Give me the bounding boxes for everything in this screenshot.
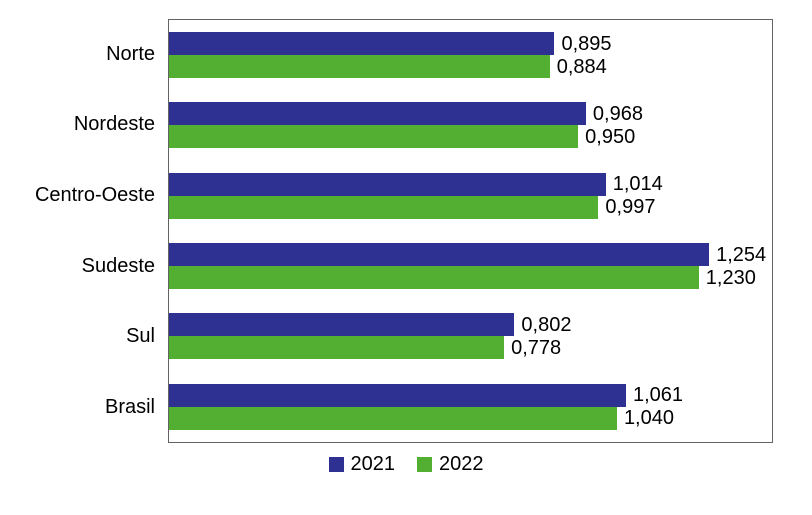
- bar-group: 0,968 0,950: [169, 102, 772, 149]
- bar-2022: [169, 266, 699, 290]
- bar-value-label: 0,968: [592, 102, 643, 125]
- bar-row-2022: 0,884: [169, 55, 772, 79]
- category-label: Brasil: [104, 396, 155, 419]
- bar-value-label: 1,230: [705, 266, 756, 289]
- bar-2021: [169, 383, 626, 407]
- bar-row-2021: 0,968: [169, 102, 772, 126]
- category-label: Norte: [106, 42, 155, 65]
- bar-row-2022: 0,997: [169, 195, 772, 219]
- bar-2022: [169, 406, 617, 430]
- category-label: Sudeste: [81, 254, 155, 277]
- bar-row-2021: 1,254: [169, 243, 772, 267]
- bar-row-2022: 0,950: [169, 125, 772, 149]
- bar-2021: [169, 32, 555, 56]
- bar-value-label: 1,254: [716, 243, 767, 266]
- bar-row-2021: 1,014: [169, 172, 772, 196]
- bar-2022: [169, 336, 505, 360]
- bar-row-2021: 0,895: [169, 32, 772, 56]
- category-label: Centro-Oeste: [34, 184, 155, 207]
- category-label: Sul: [126, 325, 155, 348]
- bar-group: 1,014 0,997: [169, 172, 772, 219]
- legend-item-2021: 2021: [328, 453, 396, 476]
- bar-value-label: 1,040: [623, 407, 674, 430]
- legend-label: 2021: [350, 453, 396, 475]
- legend-swatch-icon: [417, 457, 432, 472]
- bar-2022: [169, 55, 550, 79]
- plot-area: 0,895 0,884 0,968 0,950 1,014 0,997 1,254 1,230…: [168, 19, 773, 443]
- bar-row-2022: 0,778: [169, 336, 772, 360]
- category-label: Nordeste: [73, 113, 155, 136]
- bar-value-label: 0,802: [521, 313, 572, 336]
- bar-2021: [169, 172, 606, 196]
- bar-value-label: 0,950: [585, 125, 636, 148]
- legend: 2021 2022: [0, 453, 812, 476]
- bar-value-label: 0,884: [556, 55, 607, 78]
- bar-row-2022: 1,230: [169, 266, 772, 290]
- bar-row-2021: 1,061: [169, 383, 772, 407]
- legend-swatch-icon: [328, 457, 344, 472]
- bar-2022: [169, 125, 579, 149]
- bar-2021: [169, 102, 586, 126]
- bar-value-label: 0,895: [561, 32, 612, 55]
- bar-value-label: 1,014: [612, 173, 663, 196]
- bar-2022: [169, 195, 599, 219]
- legend-item-2022: 2022: [417, 453, 484, 476]
- bar-group: 0,802 0,778: [169, 313, 772, 360]
- category-axis: Norte Nordeste Centro-Oeste Sudeste Sul Brasi…: [0, 19, 168, 443]
- chart-body: Norte Nordeste Centro-Oeste Sudeste Sul Brasi…: [0, 19, 773, 443]
- bar-group: 0,895 0,884: [169, 32, 772, 79]
- bar-value-label: 0,997: [605, 196, 656, 219]
- bar-row-2022: 1,040: [169, 406, 772, 430]
- bar-group: 1,061 1,040: [169, 383, 772, 430]
- bar-2021: [169, 313, 515, 337]
- bar-2021: [169, 243, 710, 267]
- bar-value-label: 0,778: [511, 336, 562, 359]
- legend-label: 2022: [439, 453, 484, 475]
- bar-value-label: 1,061: [632, 384, 684, 407]
- bar-group: 1,254 1,230: [169, 243, 772, 290]
- bar-row-2021: 0,802: [169, 313, 772, 337]
